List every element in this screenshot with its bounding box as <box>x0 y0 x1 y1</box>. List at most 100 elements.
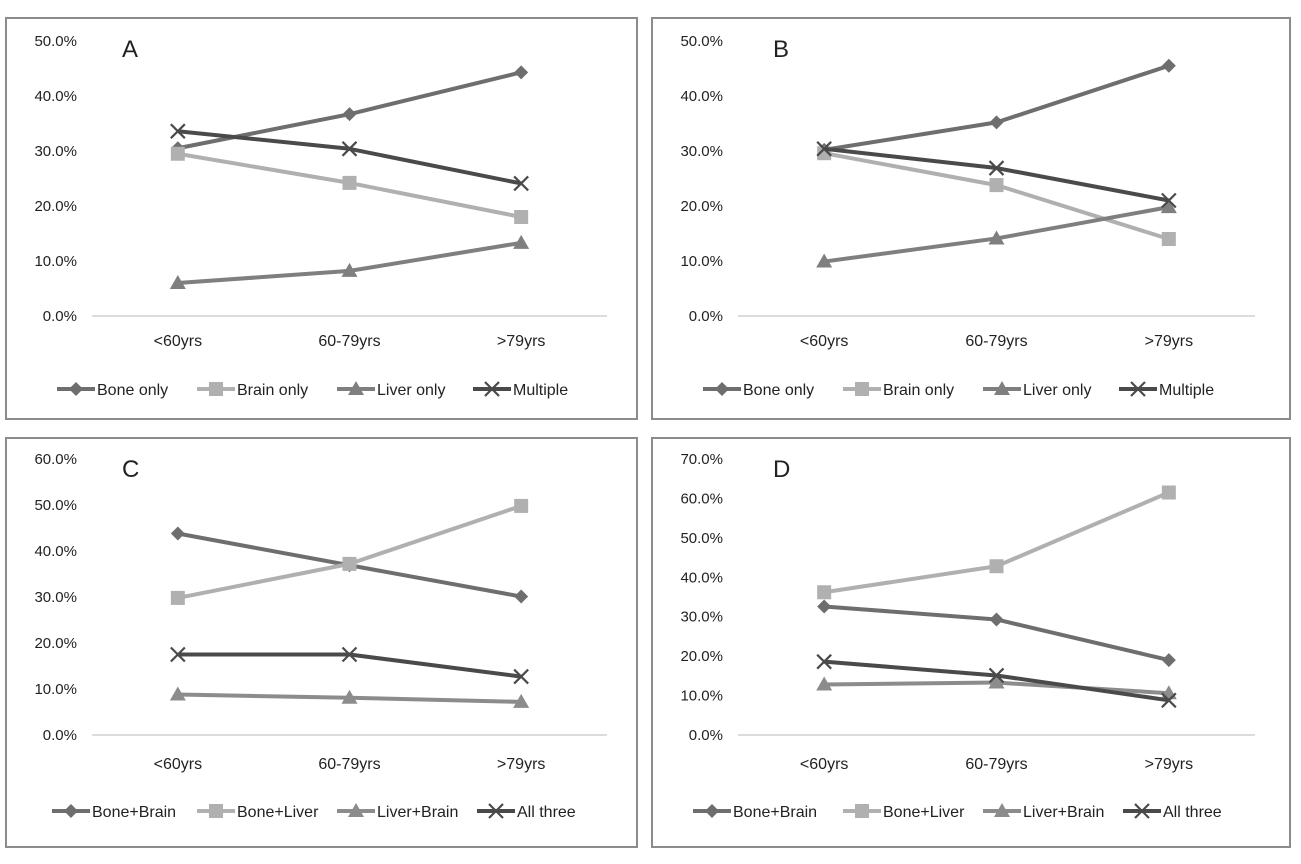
data-point-triangle <box>816 253 833 268</box>
legend-marker-x <box>1134 803 1150 819</box>
data-point-triangle <box>169 686 186 701</box>
x-category-label: <60yrs <box>800 333 848 350</box>
legend-label: Bone+Liver <box>237 804 319 821</box>
x-category-label: 60-79yrs <box>965 756 1027 773</box>
legend-label: Liver+Brain <box>377 804 458 821</box>
legend-marker-diamond <box>64 804 78 818</box>
legend-marker-square <box>855 382 869 396</box>
y-tick-label: 50.0% <box>34 497 77 514</box>
y-tick-label: 30.0% <box>680 143 723 160</box>
chart-panel-d: D 0.0% 10.0% 20.0% 30.0% 40.0% 50.0% 60.0% 70.0%… <box>651 437 1291 848</box>
data-point-square <box>1161 485 1176 500</box>
data-point-square <box>342 556 357 571</box>
line-chart-svg: A 0.0% 10.0% 20.0% 30.0% 40.0% 50.0% <60yrs 60-7… <box>34 33 607 399</box>
legend-label: All three <box>517 804 576 821</box>
data-point-square <box>1161 232 1176 246</box>
data-point-x <box>170 123 186 139</box>
data-point-diamond <box>989 612 1004 627</box>
y-tick-label: 0.0% <box>43 727 77 744</box>
data-point-x <box>513 175 529 192</box>
x-category-label: <60yrs <box>154 756 202 773</box>
series-line <box>823 490 1170 595</box>
data-point-x <box>816 141 832 157</box>
chart-panel-a: A 0.0% 10.0% 20.0% 30.0% 40.0% 50.0% <60yrs 60-7… <box>5 17 638 420</box>
x-category-label: 60-79yrs <box>318 333 380 350</box>
legend-marker-triangle <box>348 381 364 395</box>
y-tick-label: 0.0% <box>43 308 77 325</box>
x-category-label: 60-79yrs <box>965 333 1027 350</box>
legend-marker-diamond <box>705 804 719 818</box>
x-category-label: >79yrs <box>497 333 545 350</box>
y-tick-label: 40.0% <box>34 88 77 105</box>
y-tick-label: 20.0% <box>680 648 723 665</box>
data-point-triangle <box>988 674 1005 689</box>
panel-letter: A <box>122 36 138 63</box>
data-point-triangle <box>513 693 530 708</box>
series-line <box>823 63 1170 152</box>
y-tick-label: 70.0% <box>680 451 723 468</box>
y-tick-label: 50.0% <box>34 33 77 50</box>
data-point-x <box>1161 192 1177 209</box>
data-point-triangle <box>1160 199 1177 214</box>
y-tick-label: 0.0% <box>689 308 723 325</box>
legend-label: Liver+Brain <box>1023 804 1104 821</box>
legend-label: Bone+Brain <box>733 804 817 821</box>
x-category-label: >79yrs <box>497 756 545 773</box>
legend-marker-square <box>855 804 869 818</box>
data-point-triangle <box>169 275 186 289</box>
data-point-diamond <box>989 115 1004 130</box>
legend-label: Liver only <box>1023 382 1091 399</box>
legend-marker-diamond <box>69 382 83 396</box>
legend-label: Bone only <box>743 382 814 399</box>
chart-panel-b: B 0.0% 10.0% 20.0% 30.0% 40.0% 50.0% <60yrs 60-7… <box>651 17 1291 420</box>
legend-label: Bone only <box>97 382 168 399</box>
y-tick-label: 20.0% <box>34 198 77 215</box>
line-chart-svg: C 0.0% 10.0% 20.0% 30.0% 40.0% 50.0% 60.0% <60yr… <box>34 451 607 821</box>
data-point-x <box>1161 692 1177 709</box>
y-tick-label: 10.0% <box>34 253 77 270</box>
data-point-x <box>988 160 1005 176</box>
data-point-diamond <box>1161 58 1176 73</box>
y-tick-label: 50.0% <box>680 33 723 50</box>
data-point-square <box>342 175 357 190</box>
y-tick-label: 40.0% <box>680 569 723 586</box>
legend-label: Liver only <box>377 382 445 399</box>
data-point-x <box>170 646 186 663</box>
panel-letter: B <box>773 36 789 63</box>
data-point-square <box>514 498 529 513</box>
data-point-triangle <box>513 234 530 249</box>
legend-marker-x <box>488 803 504 819</box>
y-tick-label: 10.0% <box>680 688 723 705</box>
y-tick-label: 40.0% <box>34 543 77 560</box>
data-point-square <box>514 210 529 224</box>
line-chart-svg: B 0.0% 10.0% 20.0% 30.0% 40.0% 50.0% <60yrs 60-7… <box>680 33 1255 399</box>
y-tick-label: 40.0% <box>680 88 723 105</box>
legend-label: Multiple <box>513 382 568 399</box>
legend-marker-square <box>209 804 223 818</box>
data-point-x <box>341 646 358 663</box>
y-tick-label: 50.0% <box>680 530 723 547</box>
y-tick-label: 30.0% <box>34 143 77 160</box>
data-point-diamond <box>514 589 529 604</box>
y-tick-label: 30.0% <box>680 609 723 626</box>
panel-letter: C <box>122 456 139 483</box>
data-point-x <box>341 141 358 157</box>
y-tick-label: 60.0% <box>680 490 723 507</box>
data-point-square <box>170 146 185 161</box>
legend-marker-x <box>484 381 500 397</box>
y-tick-label: 0.0% <box>689 727 723 744</box>
data-point-diamond <box>1161 653 1176 668</box>
data-point-x <box>816 653 832 670</box>
legend-label: Bone+Brain <box>92 804 176 821</box>
series-line <box>177 504 522 600</box>
x-category-label: >79yrs <box>1145 333 1193 350</box>
y-tick-label: 10.0% <box>680 253 723 270</box>
data-point-square <box>817 585 832 600</box>
x-category-label: 60-79yrs <box>318 756 380 773</box>
y-tick-label: 10.0% <box>34 681 77 698</box>
data-point-diamond <box>170 526 185 541</box>
y-tick-label: 60.0% <box>34 451 77 468</box>
legend-label: Bone+Liver <box>883 804 965 821</box>
data-point-x <box>988 667 1005 684</box>
data-point-triangle <box>816 676 833 691</box>
